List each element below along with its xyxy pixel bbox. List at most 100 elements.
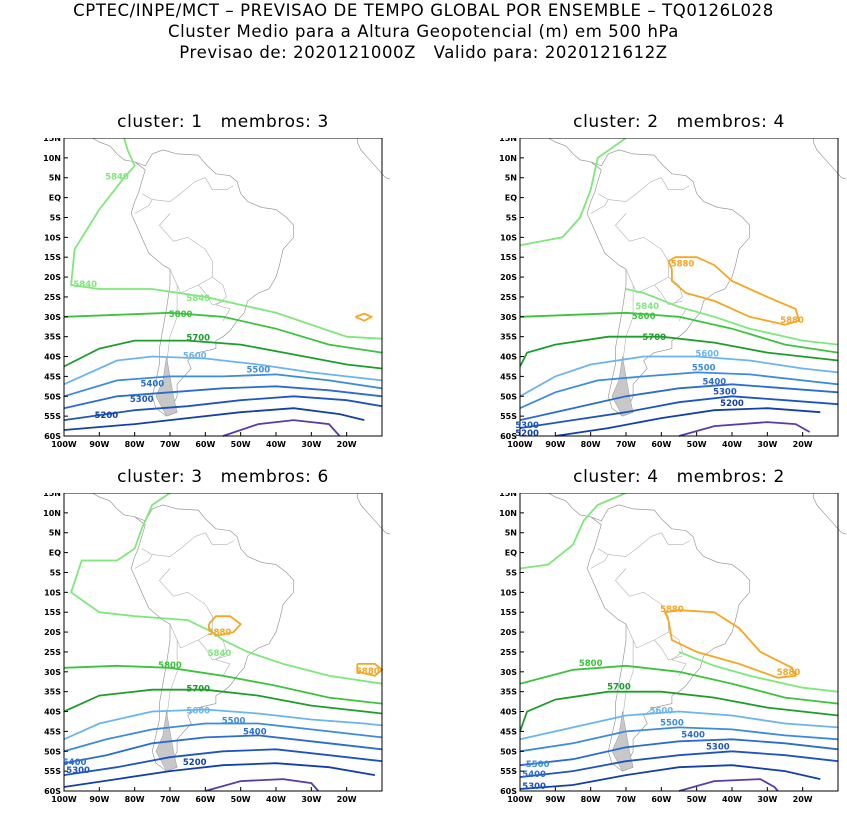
contour-label: 5880 (780, 316, 804, 326)
lat-tick-label: 5S (506, 568, 518, 577)
contour-label: 5880 (208, 628, 232, 638)
lat-tick-label: 45S (44, 372, 61, 381)
andes-shading (611, 356, 634, 417)
coastlines (91, 138, 390, 417)
lat-tick-label: 25S (500, 648, 517, 657)
lat-tick-label: 60S (44, 787, 61, 796)
lat-tick-label: 5S (50, 213, 62, 222)
contour-label: 5500 (526, 760, 550, 770)
country-border (169, 268, 213, 294)
map-svg: 5880588058405800570056005500540053005200… (488, 138, 846, 458)
lat-tick-label: EQ (49, 549, 61, 558)
contour-5840 (519, 138, 627, 247)
lon-tick-label: 50W (687, 795, 707, 804)
contour-5300 (63, 395, 383, 421)
contour-label: 5700 (642, 333, 666, 343)
country-border (198, 284, 227, 306)
map-frame (63, 138, 383, 437)
lon-tick-label: 60W (195, 795, 215, 804)
members-label: membros: (676, 112, 768, 132)
lat-tick-label: 30S (500, 668, 517, 677)
contour-labels: 5880588058405800570056005500540054005300… (63, 628, 380, 776)
lat-tick-label: 5N (505, 529, 517, 538)
contour-label: 5800 (169, 310, 193, 320)
contour-label: 5500 (692, 363, 716, 373)
contour-label: 5880 (660, 605, 684, 615)
country-border (661, 177, 690, 190)
lat-tick-label: 60S (500, 787, 517, 796)
contour-5400 (63, 385, 383, 410)
coastline (130, 504, 295, 772)
lon-tick-label: 50W (231, 795, 251, 804)
lat-tick-label: 30S (44, 313, 61, 322)
lat-tick-label: 10S (500, 588, 517, 597)
contour-labels: 5840 5840 5840 5800 5700 5600 5500 5400 5300 5200 (73, 173, 270, 421)
country-border (654, 639, 683, 661)
lat-tick-label: 15S (500, 608, 517, 617)
forecast-label: Previsao de: (179, 43, 288, 62)
country-border (158, 568, 231, 676)
contour-5800 (519, 664, 839, 705)
lon-tick-label: 100W (507, 795, 533, 804)
contour-5600 (519, 355, 839, 398)
contour-label: 5400 (140, 379, 164, 389)
lat-tick-label: 55S (500, 412, 517, 421)
coastline (812, 138, 846, 180)
lat-tick-label: 10N (499, 509, 517, 518)
country-border (614, 568, 687, 676)
contours (63, 493, 384, 792)
contour-5840 (678, 651, 839, 693)
contour-label: 5300 (130, 395, 154, 405)
lon-tick-label: 100W (51, 440, 77, 449)
contour-5500 (519, 371, 839, 410)
contour-5800 (519, 311, 839, 354)
contour-label: 5300 (515, 421, 539, 431)
lat-tick-label: 55S (500, 767, 517, 776)
map-body: 5880588058405800570056005500540053005200… (499, 138, 846, 449)
contour-5600 (63, 355, 383, 386)
lat-tick-label: 10N (43, 509, 61, 518)
lon-tick-label: 60W (651, 440, 671, 449)
lat-tick-label: 50S (44, 392, 61, 401)
contour-5880 (663, 609, 797, 679)
contour-label: 5700 (607, 683, 631, 693)
country-border (654, 284, 683, 306)
contour-5700 (63, 688, 383, 715)
map-svg: 5840 5840 5840 5800 5700 5600 5500 5400 5300 5200… (32, 138, 390, 458)
map-frame (519, 138, 839, 437)
coastline (547, 493, 591, 518)
members-number: 3 (317, 112, 329, 132)
lat-tick-label: 15N (499, 493, 517, 498)
header-title: CPTEC/INPE/MCT – PREVISAO DE TEMPO GLOBA… (73, 1, 774, 20)
contour-5880 (208, 615, 243, 637)
country-border (198, 639, 227, 661)
lat-tick-label: 45S (44, 727, 61, 736)
cluster-number: 1 (191, 112, 203, 132)
contour-label: 5500 (222, 716, 246, 726)
contour-5800 (63, 664, 383, 705)
contour-5300 (63, 748, 383, 776)
lon-tick-label: 60W (651, 795, 671, 804)
coastline (356, 138, 390, 180)
lat-tick-label: 35S (44, 688, 61, 697)
map-frame (519, 493, 839, 792)
contour-label: 5840 (208, 649, 232, 659)
lon-tick-label: 70W (616, 795, 636, 804)
contours (63, 138, 383, 437)
lon-tick-label: 40W (266, 795, 286, 804)
contour-5200 (63, 407, 365, 431)
lat-tick-label: 35S (44, 333, 61, 342)
valid-label: Valido para: (433, 43, 539, 62)
contour-label: 5700 (186, 334, 210, 344)
members-label: membros: (676, 467, 768, 487)
lon-tick-label: 50W (687, 440, 707, 449)
lat-tick-label: 15N (43, 138, 61, 143)
lon-tick-label: 100W (51, 795, 77, 804)
header-subtitle: Cluster Medio para a Altura Geopotencial… (167, 22, 680, 41)
lat-tick-label: 10N (499, 154, 517, 163)
cluster-label: cluster: (117, 467, 186, 487)
coastline (91, 138, 135, 163)
lon-tick-label: 80W (581, 440, 601, 449)
country-border (205, 532, 234, 545)
lon-tick-label: 20W (337, 795, 357, 804)
